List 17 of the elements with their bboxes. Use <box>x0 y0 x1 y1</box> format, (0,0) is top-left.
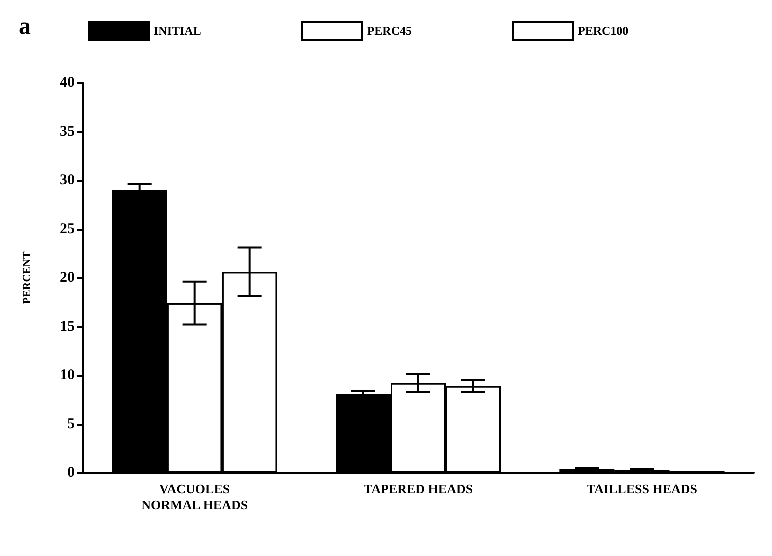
y-tick-label: 40 <box>60 75 75 91</box>
y-tick-label: 35 <box>60 124 75 140</box>
y-tick-label: 0 <box>68 465 75 481</box>
y-tick-label: 25 <box>60 221 75 238</box>
y-tick-label: 5 <box>68 416 75 432</box>
y-tick-label: 15 <box>60 318 75 335</box>
y-tick-label: 30 <box>60 172 75 188</box>
x-tick-label: TAPERED HEADS <box>364 482 474 496</box>
y-tick-label: 20 <box>60 270 75 286</box>
y-axis-title: PERCENT <box>22 251 34 304</box>
legend-label: PERC45 <box>367 24 412 38</box>
x-tick-label: TAILLESS HEADS <box>586 482 698 496</box>
x-tick-label: VACUOLES NORMAL HEADS <box>142 482 248 512</box>
legend-label: PERC100 <box>578 24 629 38</box>
legend-label: INITIAL <box>154 24 202 38</box>
chart-title: a <box>19 14 31 40</box>
y-tick-label: 10 <box>60 368 75 384</box>
